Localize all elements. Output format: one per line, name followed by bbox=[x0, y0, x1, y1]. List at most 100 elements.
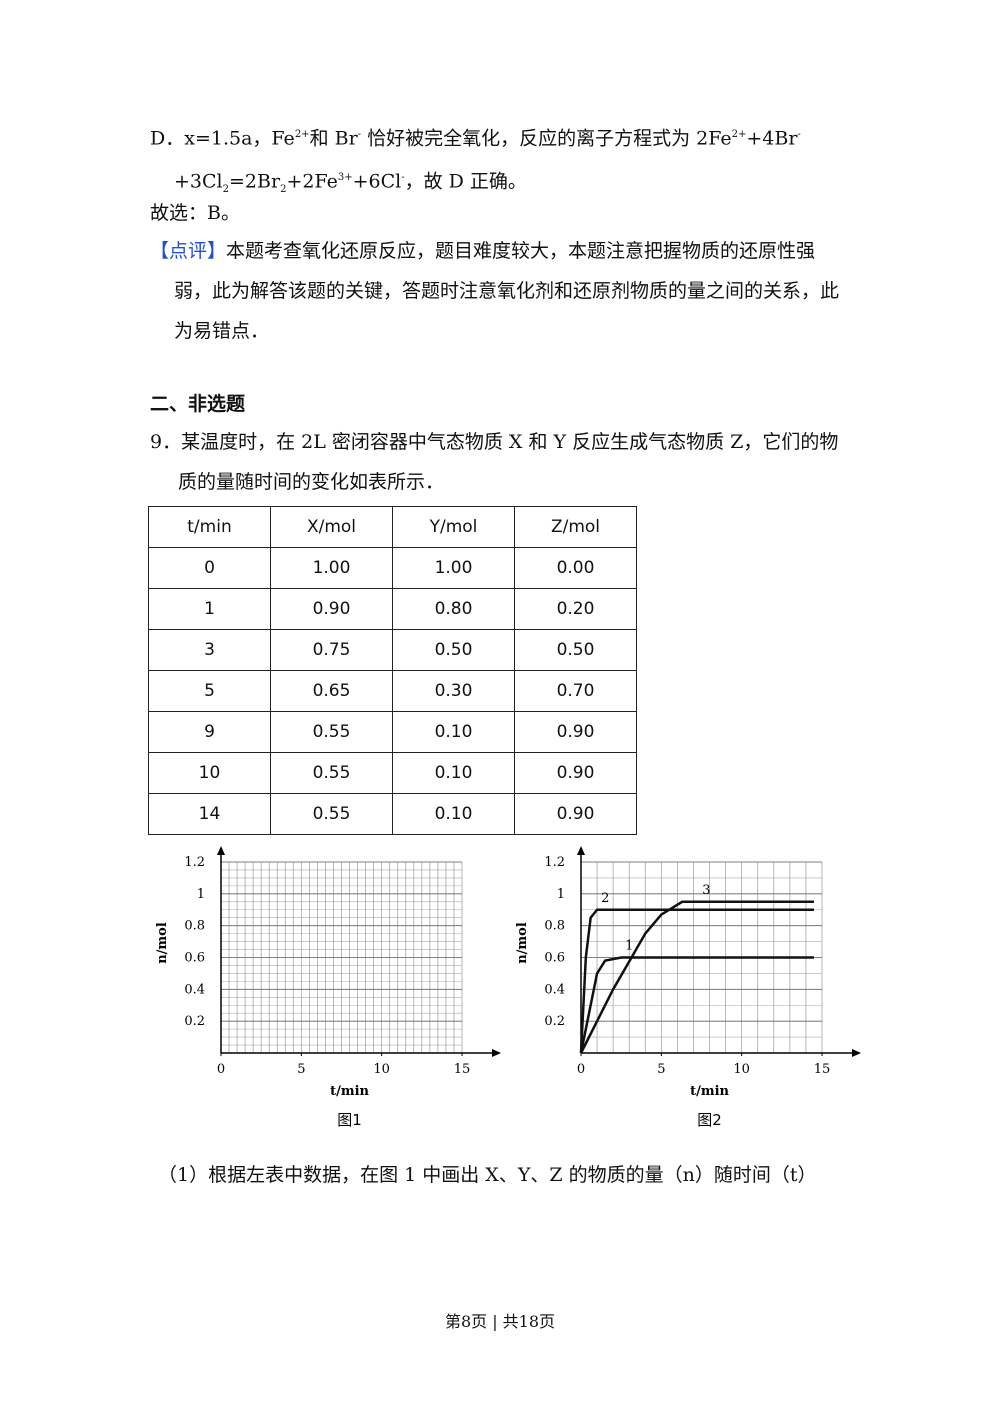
text: 本题考查氧化还原反应，题目难度较大，本题注意把握物质的还原性强弱，此为解答该题的… bbox=[174, 240, 840, 342]
curve bbox=[579, 900, 814, 1054]
y-tick-label: 1.2 bbox=[544, 855, 565, 870]
table-cell: 9 bbox=[148, 711, 271, 753]
curve bbox=[579, 908, 814, 1054]
table-cell: Y/mol bbox=[392, 506, 515, 548]
table-cell: 0.10 bbox=[392, 752, 515, 794]
table-row: 1 0.90 0.80 0.20 bbox=[148, 588, 637, 630]
table-cell: Z/mol bbox=[514, 506, 637, 548]
table-row: t/min X/mol Y/mol Z/mol bbox=[148, 506, 637, 548]
text: 2 bbox=[222, 184, 229, 196]
table-cell: 0 bbox=[148, 547, 271, 589]
paragraph: D．x=1.5a，Fe2+和 Br- 恰好被完全氧化，反应的离子方程式为 2Fe… bbox=[150, 115, 850, 210]
text: ，故 D 正确。 bbox=[404, 170, 527, 193]
y-arrow bbox=[217, 846, 225, 855]
table-cell: 0.55 bbox=[270, 752, 393, 794]
table-cell: 3 bbox=[148, 629, 271, 671]
text: - bbox=[797, 129, 801, 140]
text: +6Cl bbox=[352, 170, 402, 193]
x-tick-label: 0 bbox=[577, 1062, 585, 1077]
x-tick-label: 10 bbox=[733, 1062, 750, 1077]
figure-caption: 图1 bbox=[337, 1111, 362, 1129]
curve-label: 3 bbox=[702, 883, 710, 898]
y-tick-label: 1.2 bbox=[184, 855, 205, 870]
y-arrow bbox=[577, 846, 585, 855]
curve bbox=[579, 956, 814, 1054]
table-cell: 0.10 bbox=[392, 711, 515, 753]
x-tick-label: 15 bbox=[814, 1062, 831, 1077]
text: +2Fe bbox=[286, 170, 338, 193]
x-axis-label: t/min bbox=[690, 1084, 729, 1099]
table-cell: 0.90 bbox=[514, 793, 637, 835]
table-cell: 5 bbox=[148, 670, 271, 712]
x-tick-label: 15 bbox=[454, 1062, 471, 1077]
text: 2+ bbox=[294, 129, 310, 140]
table-row: 10 0.55 0.10 0.90 bbox=[148, 752, 637, 794]
x-axis-label: t/min bbox=[330, 1084, 369, 1099]
y-axis-label: n/mol bbox=[155, 922, 170, 964]
table-cell: 0.70 bbox=[514, 670, 637, 712]
table-cell: 0.20 bbox=[514, 588, 637, 630]
y-axis-label: n/mol bbox=[515, 922, 530, 964]
sub-question: （1）根据左表中数据，在图 1 中画出 X、Y、Z 的物质的量（n）随时间（t） bbox=[158, 1164, 817, 1186]
curve-label: 2 bbox=[601, 891, 609, 906]
comment-tag: 【点评】 bbox=[150, 240, 227, 262]
text: 3+ bbox=[337, 172, 353, 184]
x-arrow bbox=[492, 1049, 501, 1057]
figure-caption: 图2 bbox=[697, 1111, 722, 1129]
table-cell: 0.90 bbox=[514, 752, 637, 794]
comment: 【点评】本题考查氧化还原反应，题目难度较大，本题注意把握物质的还原性强弱，此为解… bbox=[150, 231, 850, 351]
y-tick-label: 1 bbox=[557, 887, 565, 902]
text: 2 bbox=[280, 184, 287, 196]
table-cell: 10 bbox=[148, 752, 271, 794]
x-tick-label: 0 bbox=[217, 1062, 225, 1077]
x-tick-label: 5 bbox=[657, 1062, 665, 1077]
table-cell: 14 bbox=[148, 793, 271, 835]
table-cell: 0.90 bbox=[270, 588, 393, 630]
x-tick-label: 10 bbox=[373, 1062, 390, 1077]
table-cell: 0.10 bbox=[392, 793, 515, 835]
table-row: 14 0.55 0.10 0.90 bbox=[148, 793, 637, 835]
y-tick-label: 0.4 bbox=[184, 982, 205, 997]
table-cell: 0.90 bbox=[514, 711, 637, 753]
y-tick-label: 0.2 bbox=[544, 1014, 565, 1029]
text: +4Br bbox=[746, 127, 798, 150]
footer: 第8页 | 共18页 bbox=[444, 1312, 556, 1331]
curve-label: 1 bbox=[625, 939, 633, 954]
table-cell: 0.75 bbox=[270, 629, 393, 671]
text: - bbox=[401, 172, 405, 184]
answer: 故选：B。 bbox=[150, 202, 240, 224]
y-tick-label: 0.2 bbox=[184, 1014, 205, 1029]
y-tick-label: 0.8 bbox=[184, 919, 205, 934]
figures: 0.20.40.60.811.20 5 10 15n/molt/min图10.20.4… bbox=[155, 846, 861, 1129]
text: 2+ bbox=[731, 129, 747, 140]
x-arrow bbox=[852, 1049, 861, 1057]
question: 9．某温度时，在 2L 密闭容器中气态物质 X 和 Y 反应生成气态物质 Z，它… bbox=[150, 431, 839, 493]
table-row: 5 0.65 0.30 0.70 bbox=[148, 670, 637, 712]
y-tick-label: 0.8 bbox=[544, 919, 565, 934]
text: - bbox=[357, 129, 362, 140]
table-row: 3 0.75 0.50 0.50 bbox=[148, 629, 637, 671]
table-row: 0 1.00 1.00 0.00 bbox=[148, 547, 637, 589]
text: 恰好被完全氧化，反应的离子方程式为 2Fe bbox=[361, 127, 732, 150]
table-cell: 0.30 bbox=[392, 670, 515, 712]
data-table: t/min X/mol Y/mol Z/mol 0 1.00 1.00 0.00 1 0.90 0.… bbox=[148, 506, 637, 835]
text: D．x=1.5a，Fe bbox=[150, 127, 295, 150]
y-tick-label: 0.6 bbox=[544, 951, 565, 966]
section-title: 二、非选题 bbox=[150, 393, 246, 415]
table-cell: t/min bbox=[148, 506, 271, 548]
table-cell: 0.50 bbox=[392, 629, 515, 671]
y-tick-label: 1 bbox=[197, 887, 205, 902]
table-cell: 0.55 bbox=[270, 711, 393, 753]
table-cell: 0.80 bbox=[392, 588, 515, 630]
y-tick-label: 0.6 bbox=[184, 951, 205, 966]
table-cell: 1.00 bbox=[392, 547, 515, 589]
text: =2Br bbox=[229, 170, 281, 193]
y-tick-label: 0.4 bbox=[544, 982, 565, 997]
table-cell: X/mol bbox=[270, 506, 393, 548]
table-cell: 0.00 bbox=[514, 547, 637, 589]
text: 和 Br bbox=[309, 127, 358, 150]
table-cell: 0.55 bbox=[270, 793, 393, 835]
table-cell: 1.00 bbox=[270, 547, 393, 589]
table-cell: 0.50 bbox=[514, 629, 637, 671]
